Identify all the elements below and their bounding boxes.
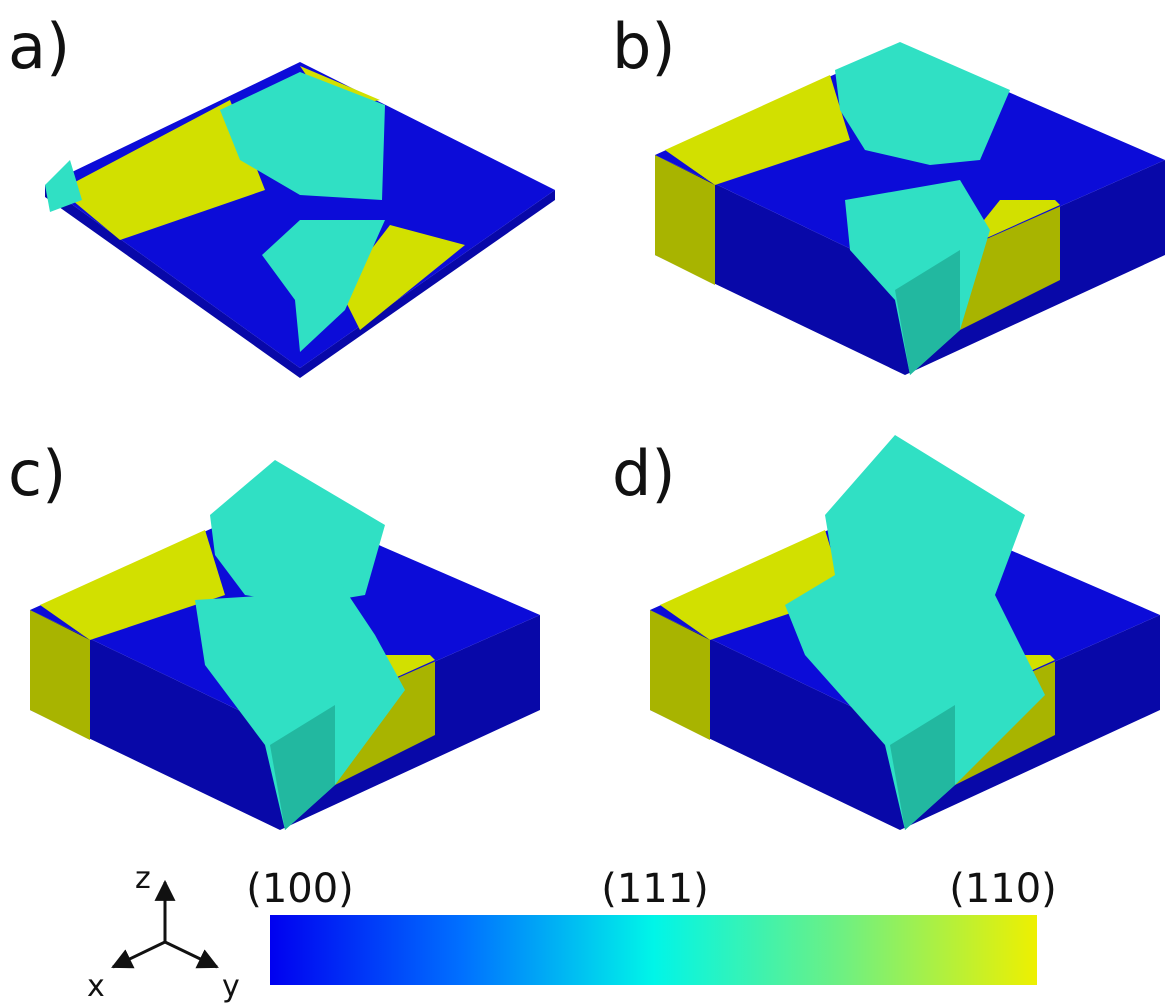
axis-triad xyxy=(113,882,217,967)
panel-label: c) xyxy=(8,437,66,510)
axis-label: z xyxy=(135,861,151,896)
panel-c xyxy=(30,460,540,830)
colorbar xyxy=(270,915,1037,985)
panel-label: d) xyxy=(612,437,676,510)
colorbar-label: (100) xyxy=(246,866,354,912)
axis-label: x xyxy=(87,969,105,1004)
panel-d xyxy=(650,435,1160,830)
panel-b xyxy=(655,42,1165,375)
panel-label: b) xyxy=(612,10,676,83)
panel-a xyxy=(45,62,555,378)
panel-label: a) xyxy=(8,10,70,83)
colorbar-label: (110) xyxy=(949,866,1057,912)
colorbar-label: (111) xyxy=(601,866,709,912)
axis-label: y xyxy=(222,969,240,1004)
figure: a) b) c) d) z x y (100) (111) (110) xyxy=(0,0,1167,1005)
